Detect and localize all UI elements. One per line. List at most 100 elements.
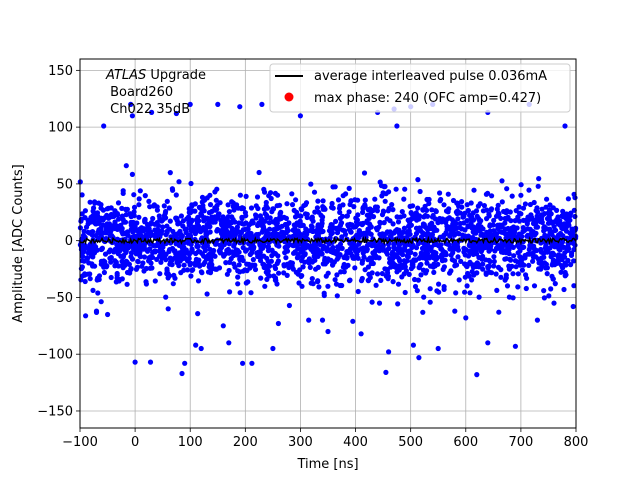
outlier-point bbox=[93, 308, 100, 314]
data-point bbox=[328, 231, 334, 237]
data-point bbox=[315, 278, 321, 284]
data-point bbox=[146, 258, 152, 264]
data-point bbox=[244, 261, 250, 267]
data-point bbox=[178, 213, 184, 219]
data-point bbox=[225, 223, 231, 229]
data-point bbox=[450, 221, 456, 227]
data-point bbox=[503, 272, 509, 278]
x-tick-label: 800 bbox=[564, 435, 589, 450]
data-point bbox=[85, 221, 91, 227]
data-point bbox=[352, 197, 358, 203]
data-point bbox=[315, 264, 321, 270]
data-point bbox=[504, 186, 510, 192]
data-point bbox=[228, 256, 234, 262]
data-point bbox=[289, 191, 295, 197]
data-point bbox=[563, 213, 570, 219]
data-point bbox=[296, 280, 302, 286]
data-point bbox=[493, 231, 500, 237]
plot-frame bbox=[79, 58, 577, 429]
data-point bbox=[170, 228, 176, 235]
data-point bbox=[79, 249, 85, 255]
data-point bbox=[140, 244, 146, 250]
data-point bbox=[341, 254, 347, 261]
data-point bbox=[531, 243, 537, 249]
data-point bbox=[495, 245, 501, 251]
data-point bbox=[515, 284, 521, 290]
data-point bbox=[499, 178, 505, 184]
data-point bbox=[250, 246, 257, 252]
data-point bbox=[120, 217, 126, 223]
data-point bbox=[406, 223, 412, 229]
outlier-point bbox=[350, 318, 356, 324]
data-point bbox=[124, 259, 130, 265]
data-point bbox=[402, 289, 408, 296]
data-point bbox=[508, 257, 514, 263]
data-point bbox=[325, 270, 331, 276]
data-point bbox=[435, 220, 441, 226]
data-point bbox=[387, 218, 393, 224]
data-point bbox=[235, 274, 241, 280]
outlier-point bbox=[249, 360, 255, 366]
data-point bbox=[427, 286, 433, 292]
data-point bbox=[442, 257, 448, 263]
data-point bbox=[562, 273, 568, 279]
data-point bbox=[92, 246, 98, 252]
data-point bbox=[142, 193, 148, 199]
data-point bbox=[506, 247, 512, 253]
data-point bbox=[469, 277, 475, 283]
data-point bbox=[188, 273, 194, 279]
data-point bbox=[506, 266, 512, 272]
data-point bbox=[474, 213, 480, 219]
x-tick-label: 300 bbox=[288, 435, 313, 450]
data-point bbox=[85, 229, 91, 235]
data-point bbox=[169, 186, 175, 192]
data-point bbox=[338, 220, 344, 226]
data-point bbox=[159, 255, 165, 261]
data-point bbox=[167, 170, 173, 176]
data-point bbox=[459, 199, 465, 205]
data-point bbox=[281, 262, 287, 268]
data-point bbox=[203, 233, 209, 239]
data-point bbox=[561, 244, 567, 250]
data-point bbox=[112, 208, 118, 215]
data-point bbox=[426, 196, 432, 203]
data-point bbox=[462, 274, 468, 280]
data-point bbox=[551, 252, 557, 258]
data-point bbox=[434, 227, 440, 233]
data-point bbox=[526, 187, 532, 193]
data-point bbox=[478, 224, 484, 230]
data-point bbox=[355, 288, 361, 295]
data-point bbox=[476, 294, 482, 300]
outlier-point bbox=[123, 163, 129, 169]
data-point bbox=[202, 228, 209, 234]
data-point bbox=[131, 213, 137, 219]
data-point bbox=[544, 271, 550, 277]
data-point bbox=[333, 218, 339, 224]
data-point bbox=[530, 258, 536, 264]
data-point bbox=[480, 266, 486, 272]
data-point bbox=[562, 250, 568, 256]
data-point bbox=[242, 210, 248, 216]
outlier-point bbox=[193, 342, 199, 348]
data-point bbox=[424, 213, 431, 219]
data-point bbox=[98, 258, 104, 264]
data-point bbox=[214, 206, 220, 212]
data-point bbox=[459, 204, 465, 210]
data-point bbox=[96, 200, 102, 206]
data-point bbox=[124, 281, 130, 287]
data-point bbox=[561, 286, 567, 293]
data-point bbox=[531, 199, 537, 206]
data-point bbox=[328, 257, 334, 263]
data-point bbox=[466, 273, 472, 279]
data-point bbox=[495, 202, 501, 208]
data-point bbox=[500, 248, 506, 254]
data-point bbox=[395, 301, 401, 307]
data-point bbox=[274, 242, 280, 248]
data-point bbox=[486, 213, 492, 219]
data-point bbox=[344, 213, 350, 219]
data-point bbox=[222, 251, 228, 257]
data-point bbox=[464, 263, 470, 270]
outlier-point bbox=[226, 340, 232, 346]
outlier-point bbox=[562, 123, 568, 129]
data-point bbox=[88, 253, 95, 259]
